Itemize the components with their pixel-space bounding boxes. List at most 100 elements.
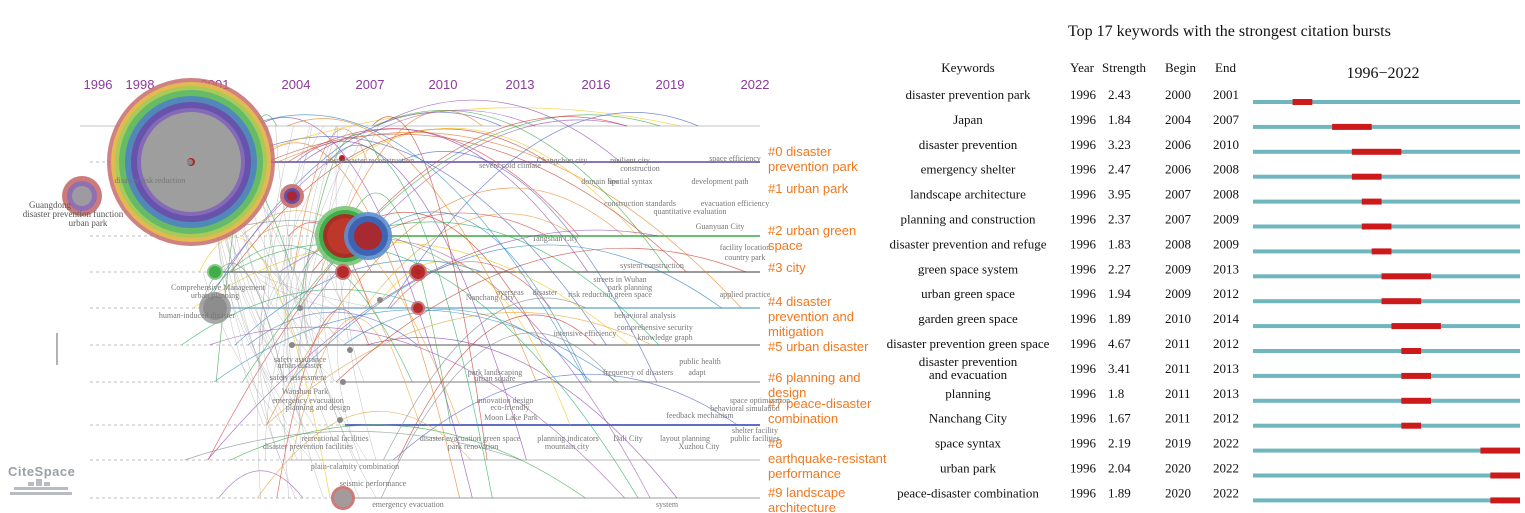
header-range: 1996−2022 bbox=[1346, 65, 1419, 82]
keyword-term: planning indicators bbox=[537, 434, 599, 443]
burst-strength: 3.95 bbox=[1108, 187, 1131, 202]
arc bbox=[373, 110, 670, 273]
burst-begin: 2011 bbox=[1165, 361, 1191, 376]
node bbox=[337, 417, 343, 423]
burst-end: 2012 bbox=[1213, 286, 1239, 301]
arc bbox=[327, 144, 493, 499]
arc bbox=[375, 212, 548, 237]
node bbox=[347, 347, 353, 353]
cluster-label-0: #0 disaster prevention park bbox=[768, 144, 858, 174]
burst-timeline-bar bbox=[1253, 199, 1520, 204]
keyword-term: disaster risk reduction bbox=[115, 176, 186, 185]
burst-interval-bar bbox=[1391, 323, 1441, 330]
arc bbox=[257, 117, 473, 499]
burst-year: 1996 bbox=[1070, 212, 1097, 227]
arc bbox=[376, 99, 621, 163]
burst-keyword: garden green space bbox=[918, 311, 1018, 326]
burst-interval-bar bbox=[1490, 497, 1520, 504]
arc bbox=[364, 213, 576, 309]
burst-end: 2012 bbox=[1213, 336, 1239, 351]
arc bbox=[397, 314, 596, 461]
arc bbox=[287, 118, 537, 383]
year-label: 2019 bbox=[656, 77, 685, 92]
keyword-term: overseas bbox=[496, 288, 524, 297]
node bbox=[72, 186, 92, 206]
cluster-label-line: design bbox=[768, 385, 806, 400]
year-label: 2004 bbox=[282, 77, 311, 92]
burst-begin: 2009 bbox=[1165, 261, 1191, 276]
keyword-term: Moon Lake Park bbox=[484, 413, 538, 422]
cluster-label-line: #9 landscape bbox=[768, 485, 845, 500]
keyword-term: urban disaster bbox=[278, 361, 323, 370]
burst-interval-bar bbox=[1371, 248, 1392, 255]
keyword-term: recreational facilities bbox=[301, 434, 368, 443]
keyword-term: development path bbox=[691, 177, 748, 186]
keyword-term: Xuzhou City bbox=[678, 442, 719, 451]
burst-interval-bar bbox=[1292, 99, 1313, 105]
arc bbox=[265, 312, 652, 426]
arc bbox=[295, 141, 527, 461]
link bbox=[335, 125, 377, 461]
node bbox=[354, 222, 382, 250]
burst-end: 2009 bbox=[1213, 236, 1239, 251]
burst-begin: 2007 bbox=[1165, 212, 1192, 227]
burst-strength: 4.67 bbox=[1108, 336, 1131, 351]
header-strength: Strength bbox=[1102, 60, 1147, 75]
burst-keyword: disaster prevention bbox=[919, 137, 1018, 152]
burst-strength: 1.83 bbox=[1108, 236, 1131, 251]
burst-keyword-line: and evacuation bbox=[929, 367, 1008, 382]
burst-timeline-bar bbox=[1253, 423, 1520, 428]
burst-keyword: emergency shelter bbox=[921, 162, 1016, 177]
burst-end: 2022 bbox=[1213, 436, 1239, 451]
burst-timeline-bar bbox=[1253, 124, 1520, 129]
burst-strength: 2.47 bbox=[1108, 162, 1131, 177]
node bbox=[187, 159, 193, 165]
link bbox=[295, 125, 368, 383]
citation-burst-table: Top 17 keywords with the strongest citat… bbox=[887, 23, 1520, 504]
burst-year: 1996 bbox=[1070, 386, 1097, 401]
keyword-term: country park bbox=[725, 253, 766, 262]
link bbox=[216, 235, 300, 426]
link bbox=[233, 235, 273, 383]
burst-rows: disaster prevention park 1996 2.43 2000 2001… bbox=[887, 87, 1520, 504]
burst-keyword: Japan bbox=[953, 112, 983, 127]
keyword-term: construction standards bbox=[604, 199, 676, 208]
link bbox=[255, 271, 375, 309]
year-label: 2022 bbox=[741, 77, 770, 92]
cluster-label-line: #1 urban park bbox=[768, 181, 849, 196]
keyword-term: resilient city bbox=[610, 156, 650, 165]
link bbox=[321, 161, 341, 383]
burst-timeline-bar bbox=[1253, 324, 1520, 329]
cluster-label-line: performance bbox=[768, 466, 841, 481]
burst-interval-bar bbox=[1351, 148, 1402, 155]
keyword-term: Tangshan City bbox=[532, 234, 578, 243]
burst-interval-bar bbox=[1332, 123, 1372, 130]
keyword-term: Changchun city bbox=[537, 156, 587, 165]
arc bbox=[203, 111, 502, 309]
link bbox=[304, 271, 377, 499]
logo-books-icon bbox=[10, 479, 72, 495]
keyword-term: feedback mechanism bbox=[666, 411, 734, 420]
link bbox=[303, 125, 337, 346]
keyword-term: planning and design bbox=[286, 403, 350, 412]
burst-timeline-bar bbox=[1253, 349, 1520, 353]
burst-year: 1996 bbox=[1070, 137, 1097, 152]
keyword-term: safety assessment bbox=[270, 373, 327, 382]
arc bbox=[366, 337, 678, 499]
link bbox=[282, 235, 368, 461]
burst-interval-bar bbox=[1361, 223, 1392, 230]
arc bbox=[383, 297, 586, 461]
year-axis: 1996199820012004200720102013201620192022 bbox=[84, 77, 770, 92]
burst-keyword: landscape architecture bbox=[910, 187, 1026, 202]
link bbox=[283, 125, 311, 383]
node bbox=[209, 266, 221, 278]
cluster-label-line: prevention and bbox=[768, 309, 854, 324]
burst-begin: 2019 bbox=[1165, 436, 1191, 451]
burst-begin: 2009 bbox=[1165, 286, 1191, 301]
arc bbox=[343, 192, 451, 426]
arc bbox=[207, 116, 627, 461]
cluster-label-5: #5 urban disaster bbox=[768, 339, 869, 354]
burst-strength: 1.89 bbox=[1108, 311, 1131, 326]
arc bbox=[184, 430, 522, 461]
keyword-term: Guanyuan City bbox=[696, 222, 745, 231]
